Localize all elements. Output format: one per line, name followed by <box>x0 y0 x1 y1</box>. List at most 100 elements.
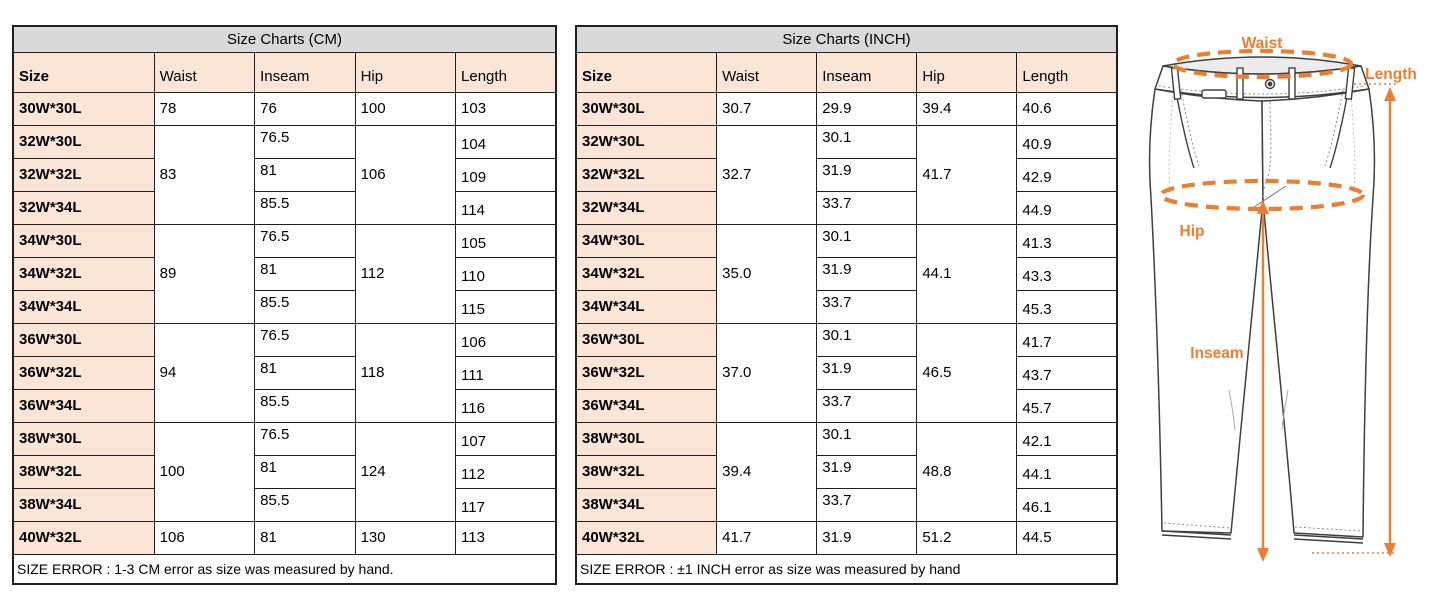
waist-cell: 106 <box>153 520 256 555</box>
column-header-length: Length <box>455 51 557 93</box>
table-row: 38W*30L 39.4 30.1 48.8 42.1 <box>575 421 1118 522</box>
table-row: 34W*34L 85.5 115 <box>12 289 557 324</box>
table-row: 32W*32L 81 109 <box>12 157 557 192</box>
length-cell: 116 <box>455 388 557 423</box>
size-cell: 34W*34L <box>12 289 155 324</box>
size-cell: 36W*30L <box>575 322 718 357</box>
length-cell: 45.3 <box>1016 289 1118 324</box>
measurement-annotations: Waist Length Hip Inseam <box>1158 35 1417 562</box>
pants-stitching <box>1158 85 1366 532</box>
waist-cell: 89 <box>153 223 256 324</box>
length-cell: 109 <box>455 157 557 192</box>
table-row: 32W*30L 32.7 30.1 41.7 40.9 <box>575 124 1118 225</box>
size-cell: 38W*30L <box>12 421 155 456</box>
table-row: 38W*34L 85.5 117 <box>12 487 557 522</box>
waist-cell: 32.7 <box>716 124 818 225</box>
column-header-hip: Hip <box>916 51 1018 93</box>
left-pocket-edge <box>1175 91 1195 169</box>
size-cell: 38W*30L <box>575 421 718 456</box>
inseam-cell: 30.1 <box>816 322 918 357</box>
length-cell: 113 <box>455 520 557 555</box>
waist-cell: 37.0 <box>716 322 818 423</box>
length-cell: 43.7 <box>1016 355 1118 390</box>
size-error-note: SIZE ERROR : 1-3 CM error as size was me… <box>12 553 557 585</box>
inseam-cell: 81 <box>254 454 356 489</box>
right-pocketbag-stitch <box>1350 95 1356 195</box>
inseam-cell: 30.1 <box>816 421 918 456</box>
table-row: 32W*32L 31.9 42.9 <box>575 157 1118 192</box>
hip-cell: 100 <box>354 91 457 126</box>
length-cell: 103 <box>455 91 557 126</box>
table-title-row: Size Charts (CM) <box>12 25 557 53</box>
size-cell: 34W*32L <box>12 256 155 291</box>
length-label: Length <box>1365 66 1417 83</box>
left-knee-crease <box>1228 389 1236 431</box>
column-header-waist: Waist <box>153 51 256 93</box>
size-cell: 38W*32L <box>575 454 718 489</box>
waist-cell: 100 <box>153 421 256 522</box>
left-hem-stitch <box>1163 522 1231 529</box>
size-cell: 32W*34L <box>12 190 155 225</box>
hip-cell: 41.7 <box>916 124 1018 225</box>
fly-stitch <box>1262 101 1272 199</box>
column-header-hip: Hip <box>354 51 457 93</box>
pants-details <box>1161 66 1364 544</box>
table-row: 34W*32L 81 110 <box>12 256 557 291</box>
length-cell: 40.9 <box>1016 124 1118 159</box>
left-leg <box>1148 88 1264 534</box>
table-row: 32W*34L 33.7 44.9 <box>575 190 1118 225</box>
size-cell: 32W*32L <box>575 157 718 192</box>
size-chart-inch-table: Size Charts (INCH) Size Waist Inseam Hip Leng… <box>575 25 1118 585</box>
size-cell: 36W*30L <box>12 322 155 357</box>
inseam-cell: 31.9 <box>816 454 918 489</box>
length-cell: 115 <box>455 289 557 324</box>
table-row: 34W*30L 89 76.5 112 105 <box>12 223 557 324</box>
size-cell: 32W*30L <box>12 124 155 159</box>
length-cell: 44.1 <box>1016 454 1118 489</box>
table-footer-row: SIZE ERROR : 1-3 CM error as size was me… <box>12 553 557 585</box>
column-header-waist: Waist <box>716 51 818 93</box>
table-row: 34W*34L 33.7 45.3 <box>575 289 1118 324</box>
inseam-cell: 81 <box>254 157 356 192</box>
table-row: 30W*30L 78 76 100 103 <box>12 91 557 126</box>
hip-cell: 51.2 <box>916 520 1018 555</box>
length-cell: 42.1 <box>1016 421 1118 456</box>
size-cell: 38W*34L <box>575 487 718 522</box>
inseam-cell: 85.5 <box>254 487 356 522</box>
table-row: 38W*32L 81 112 <box>12 454 557 489</box>
inseam-cell: 33.7 <box>816 388 918 423</box>
table-row: 36W*32L 81 111 <box>12 355 557 390</box>
waist-cell: 39.4 <box>716 421 818 522</box>
table-title-row: Size Charts (INCH) <box>575 25 1118 53</box>
waistband-stitch <box>1158 85 1366 95</box>
size-cell: 34W*30L <box>575 223 718 258</box>
table-row: 34W*32L 31.9 43.3 <box>575 256 1118 291</box>
size-cell: 32W*34L <box>575 190 718 225</box>
waist-ellipse <box>1170 48 1354 80</box>
size-cell: 30W*30L <box>575 91 718 126</box>
length-cell: 104 <box>455 124 557 159</box>
table-row: 32W*34L 85.5 114 <box>12 190 557 225</box>
length-cell: 41.3 <box>1016 223 1118 258</box>
hip-cell: 112 <box>354 223 457 324</box>
size-cell: 40W*32L <box>575 520 718 555</box>
table-header-row: Size Waist Inseam Hip Length <box>575 51 1118 93</box>
table-row: 38W*34L 33.7 46.1 <box>575 487 1118 522</box>
inseam-cell: 81 <box>254 256 356 291</box>
pants-measurement-diagram: Waist Length Hip Inseam <box>1128 2 1445 602</box>
hip-cell: 44.1 <box>916 223 1018 324</box>
length-cell: 117 <box>455 487 557 522</box>
inseam-cell: 31.9 <box>816 520 918 555</box>
size-cell: 36W*32L <box>12 355 155 390</box>
length-arrow <box>1384 87 1396 557</box>
left-hem-edge <box>1161 530 1232 540</box>
inseam-cell: 30.1 <box>816 223 918 258</box>
inseam-cell: 85.5 <box>254 190 356 225</box>
length-cell: 112 <box>455 454 557 489</box>
right-pocket-stitch <box>1324 89 1344 167</box>
table-title: Size Charts (CM) <box>12 25 557 53</box>
belt-loop <box>1288 67 1296 100</box>
length-cell: 107 <box>455 421 557 456</box>
length-cell: 111 <box>455 355 557 390</box>
